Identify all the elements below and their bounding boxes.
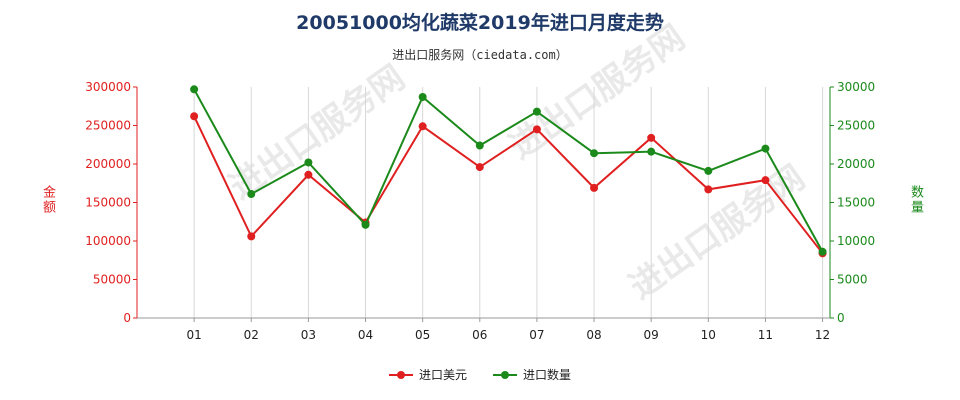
data-point-quantity [532, 107, 541, 116]
data-point-quantity [247, 190, 256, 199]
x-tick-label: 03 [301, 328, 316, 342]
legend-swatch-quantity [493, 370, 517, 380]
data-point-quantity [761, 144, 770, 153]
series-line-value [193, 115, 824, 254]
x-tick-label: 07 [529, 328, 544, 342]
series-line-quantity [193, 88, 824, 253]
left-tick-label: 100000 [85, 234, 131, 248]
data-point-quantity [418, 93, 427, 102]
x-tick-label: 02 [244, 328, 259, 342]
data-point-value [304, 170, 313, 179]
left-tick-label: 50000 [93, 273, 131, 287]
data-point-value [704, 185, 713, 194]
right-tick-label: 5000 [837, 273, 868, 287]
left-tick-label: 300000 [85, 80, 131, 94]
data-point-quantity [818, 247, 827, 256]
chart-legend: 进口美元 进口数量 [0, 366, 960, 383]
chart-title: 20051000均化蔬菜2019年进口月度走势 [296, 12, 664, 34]
data-point-value [647, 133, 656, 142]
right-axis-title: 数量 [908, 185, 923, 215]
left-tick-label: 0 [123, 311, 131, 325]
legend-item-value[interactable]: 进口美元 [388, 366, 467, 383]
right-tick-label: 30000 [837, 80, 875, 94]
data-point-value [418, 122, 427, 131]
x-tick-label: 10 [701, 328, 716, 342]
x-tick-label: 06 [472, 328, 487, 342]
chart-subtitle: 进出口服务网（ciedata.com） [392, 48, 568, 62]
data-point-quantity [590, 149, 599, 158]
watermark-text: 进出口服务网 [502, 18, 692, 168]
data-point-quantity [190, 85, 199, 94]
left-axis-title: 金额 [40, 185, 55, 215]
data-point-quantity [304, 158, 313, 167]
left-tick-label: 200000 [85, 157, 131, 171]
x-tick-label: 12 [815, 328, 830, 342]
data-point-quantity [361, 220, 370, 229]
x-tick-label: 01 [186, 328, 201, 342]
x-tick-label: 05 [415, 328, 430, 342]
data-point-value [761, 176, 770, 185]
legend-swatch-value [388, 370, 413, 380]
data-point-value [475, 163, 484, 172]
x-tick-label: 08 [586, 328, 601, 342]
data-point-value [247, 232, 256, 241]
data-point-value [532, 125, 541, 134]
left-tick-label: 150000 [85, 196, 131, 210]
data-point-quantity [475, 141, 484, 150]
right-tick-label: 20000 [837, 157, 875, 171]
right-tick-label: 25000 [837, 119, 875, 133]
data-point-value [590, 183, 599, 192]
data-point-value [190, 112, 199, 121]
x-tick-label: 04 [358, 328, 373, 342]
data-point-quantity [647, 147, 656, 156]
right-tick-label: 15000 [837, 196, 875, 210]
legend-label-quantity: 进口数量 [523, 368, 572, 382]
left-tick-label: 250000 [85, 119, 131, 133]
right-tick-label: 0 [837, 311, 845, 325]
x-tick-label: 11 [758, 328, 773, 342]
right-tick-label: 10000 [837, 234, 875, 248]
x-tick-label: 09 [644, 328, 659, 342]
data-point-quantity [704, 166, 713, 175]
legend-item-quantity[interactable]: 进口数量 [493, 366, 571, 383]
legend-label-value: 进口美元 [418, 368, 467, 382]
